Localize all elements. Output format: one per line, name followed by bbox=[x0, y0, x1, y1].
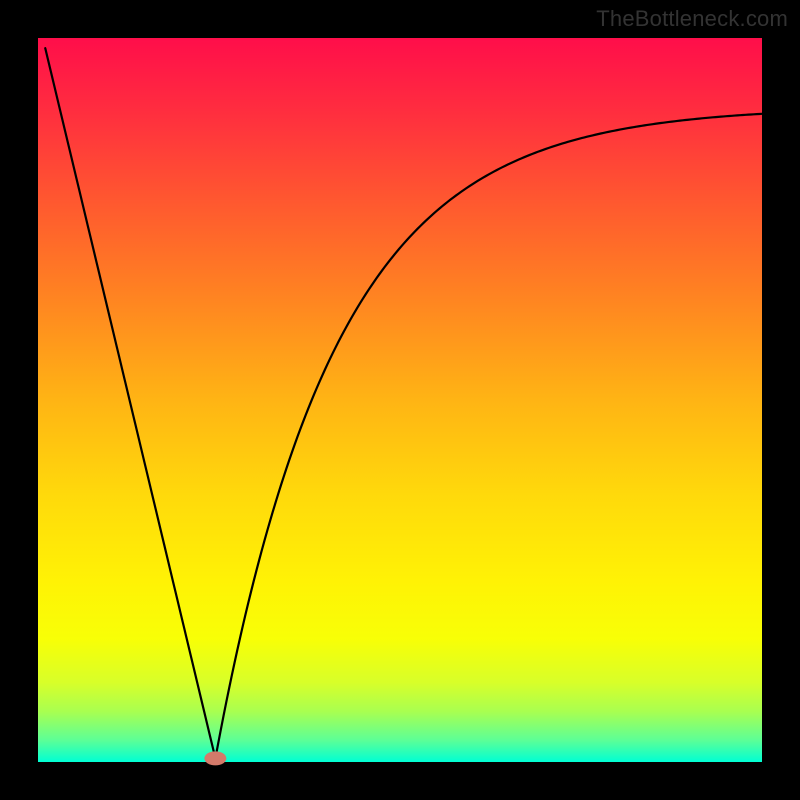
bottleneck-chart bbox=[0, 0, 800, 800]
chart-container: TheBottleneck.com bbox=[0, 0, 800, 800]
attribution-label: TheBottleneck.com bbox=[596, 6, 788, 32]
plot-background bbox=[38, 38, 762, 762]
minimum-marker bbox=[204, 751, 226, 765]
